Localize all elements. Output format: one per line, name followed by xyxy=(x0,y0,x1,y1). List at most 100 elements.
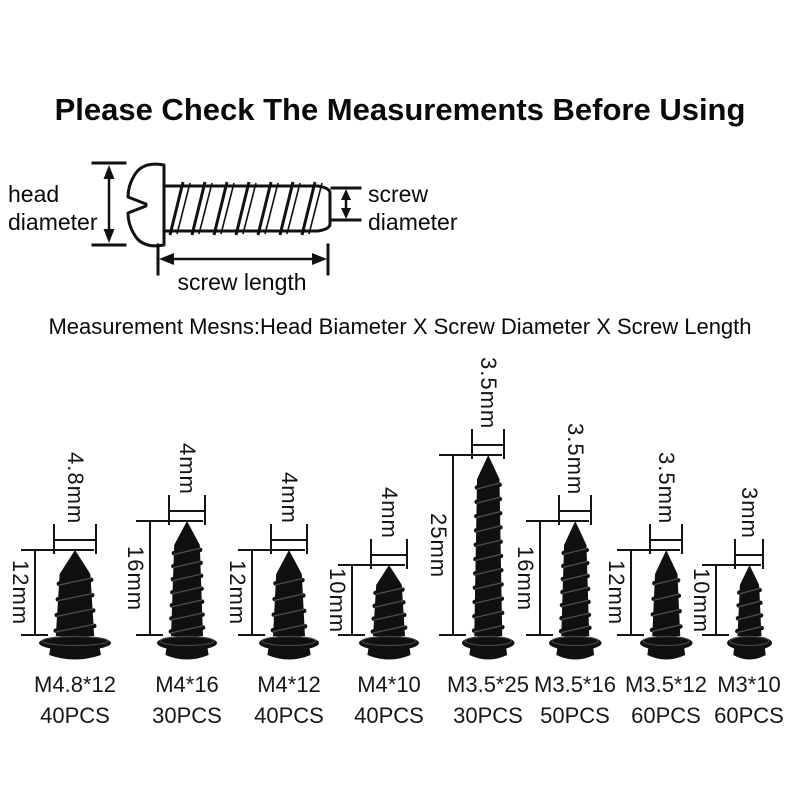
diameter-value-label: 3.5mm xyxy=(561,401,589,495)
length-dimension-line xyxy=(452,455,454,636)
length-value-label: 12mm xyxy=(224,550,250,636)
screw-quantity-label: 40PCS xyxy=(354,703,424,728)
length-dimension-line xyxy=(715,565,717,636)
screw-model-label: M3*10 xyxy=(717,672,781,697)
diameter-value-label: 3mm xyxy=(735,445,763,539)
length-value-text: 16mm xyxy=(123,545,148,612)
screw-quantity-label: 40PCS xyxy=(254,703,324,728)
length-dimension-line xyxy=(539,521,541,636)
screw-photo xyxy=(39,550,111,660)
diameter-value-text: 4mm xyxy=(377,487,402,539)
diameter-value-text: 4mm xyxy=(277,472,302,524)
length-value-text: 12mm xyxy=(225,560,250,626)
screw-model-label: M4*10 xyxy=(357,672,421,697)
screw-photo xyxy=(461,455,515,660)
page-title: Please Check The Measurements Before Usi… xyxy=(54,92,746,127)
screw-model-label: M3.5*16 xyxy=(534,672,616,697)
length-value-text: 10mm xyxy=(689,567,714,634)
length-value-text: 10mm xyxy=(325,567,350,634)
length-dimension-line xyxy=(351,565,353,636)
screw-diameter-label-line2: diameter xyxy=(368,209,458,235)
length-bottom-tick xyxy=(238,634,265,636)
length-top-tick xyxy=(526,520,589,522)
length-bottom-tick xyxy=(702,634,729,636)
length-bottom-tick xyxy=(136,634,163,636)
head-diameter-label: head diameter xyxy=(8,180,97,236)
diameter-value-label: 3.5mm xyxy=(474,335,502,429)
screw-length-arrow xyxy=(156,243,330,276)
length-value-label: 10mm xyxy=(324,565,350,636)
diameter-connector-line xyxy=(734,554,764,556)
length-value-text: 25mm xyxy=(426,512,451,579)
screw-quantity-label: 60PCS xyxy=(714,703,784,728)
diameter-value-text: 4.8mm xyxy=(63,451,88,524)
length-value-label: 16mm xyxy=(512,521,538,636)
screw-threads xyxy=(168,181,323,236)
screw-photo xyxy=(259,550,319,660)
head-diameter-label-line1: head xyxy=(8,181,60,207)
length-dimension-line xyxy=(251,550,253,636)
length-top-tick xyxy=(439,454,502,456)
length-value-label: 16mm xyxy=(122,521,148,636)
length-value-label: 10mm xyxy=(688,565,714,636)
screw-quantity-label: 40PCS xyxy=(40,703,110,728)
screw-quantity-label: 30PCS xyxy=(152,703,222,728)
screw-quantity-label: 50PCS xyxy=(540,703,610,728)
screw-photo xyxy=(639,550,693,660)
length-top-tick xyxy=(702,564,761,566)
length-bottom-tick xyxy=(338,634,365,636)
screw-diameter-label-line1: screw xyxy=(368,181,429,207)
diameter-connector-line xyxy=(558,510,592,512)
length-dimension-line xyxy=(149,521,151,636)
diameter-value-text: 3mm xyxy=(737,487,762,539)
length-value-label: 12mm xyxy=(7,550,33,636)
length-value-text: 16mm xyxy=(513,545,538,612)
screw-model-label: M4*16 xyxy=(155,672,219,697)
length-dimension-line xyxy=(630,550,632,636)
length-top-tick xyxy=(20,549,95,551)
head-diameter-label-line2: diameter xyxy=(8,209,98,235)
length-bottom-tick xyxy=(439,634,466,636)
length-dimension-line xyxy=(33,550,36,636)
measurement-formula-text: Measurement Mesns:Head Biameter X Screw … xyxy=(48,314,752,339)
diameter-connector-line xyxy=(52,539,98,541)
length-bottom-tick xyxy=(617,634,644,636)
length-value-label: 25mm xyxy=(425,455,451,636)
diameter-value-label: 3.5mm xyxy=(652,430,680,524)
length-bottom-tick xyxy=(526,634,553,636)
screw-photo xyxy=(359,565,419,660)
screw-model-label: M4.8*12 xyxy=(34,672,116,697)
diameter-value-text: 4mm xyxy=(175,443,200,495)
diameter-connector-line xyxy=(649,539,683,541)
screw-model-label: M4*12 xyxy=(257,672,321,697)
diameter-connector-line xyxy=(471,444,505,446)
length-value-text: 12mm xyxy=(7,560,33,626)
diameter-value-label: 4.8mm xyxy=(61,430,89,524)
diameter-value-text: 3.5mm xyxy=(563,422,588,495)
screw-side-view-illustration xyxy=(91,161,362,276)
length-bottom-tick xyxy=(20,634,48,636)
diameter-value-label: 4mm xyxy=(275,430,303,524)
head-diameter-arrow xyxy=(91,161,127,247)
diameter-value-text: 3.5mm xyxy=(476,356,501,429)
diameter-value-text: 3.5mm xyxy=(654,451,679,524)
screw-photo xyxy=(157,521,217,660)
length-top-tick xyxy=(617,549,680,551)
screw-quantity-label: 60PCS xyxy=(631,703,701,728)
screw-quantity-label: 30PCS xyxy=(453,703,523,728)
length-value-label: 12mm xyxy=(603,550,629,636)
screw-model-label: M3.5*12 xyxy=(625,672,707,697)
screw-length-label: screw length xyxy=(177,269,307,295)
diameter-value-label: 4mm xyxy=(173,401,201,495)
screw-model-label: M3.5*25 xyxy=(447,672,529,697)
diameter-connector-line xyxy=(168,510,206,512)
diameter-connector-line xyxy=(370,554,408,556)
diameter-connector-line xyxy=(270,539,308,541)
screw-photo xyxy=(726,565,772,660)
length-value-text: 12mm xyxy=(604,560,629,626)
screw-photo xyxy=(548,521,602,660)
screw-diameter-label: screw diameter xyxy=(368,180,457,236)
diameter-value-label: 4mm xyxy=(375,445,403,539)
